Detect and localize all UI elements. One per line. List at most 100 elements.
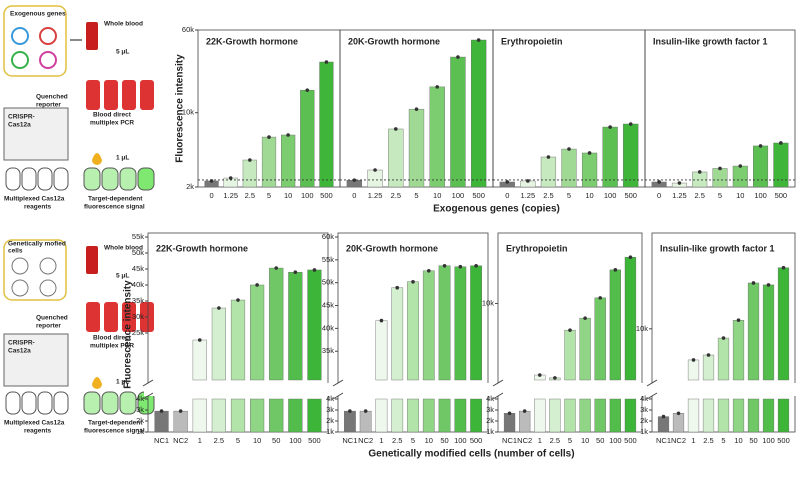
label: Whole blood	[104, 21, 143, 28]
bar-base	[747, 398, 760, 433]
x-tick-label: 0	[209, 191, 213, 200]
panel-title: 22K-Growth hormone	[156, 243, 248, 253]
label: reagents	[24, 204, 51, 211]
y-tick-label: 60k	[322, 232, 334, 241]
label: 5 μL	[116, 49, 129, 56]
bar-base	[717, 398, 730, 433]
bar-base	[594, 398, 606, 433]
data-dot	[435, 85, 440, 89]
label: fluorescence signal	[84, 204, 145, 211]
y-tick-label: 2k	[486, 416, 494, 425]
blood-tube	[86, 22, 98, 50]
bar	[269, 267, 284, 381]
schematic-top: Exogenous genes Whole blood 5 μL Blood d…	[3, 5, 155, 211]
data-dot	[312, 268, 317, 272]
x-tick-label: 2.5	[543, 191, 553, 200]
y-tick-label: 4k	[640, 394, 648, 403]
schematic-title: Genetically mofied	[8, 241, 66, 248]
bar	[657, 416, 670, 433]
bar	[702, 354, 715, 381]
x-tick-label: 2.5	[694, 191, 704, 200]
y-tick-label: 35k	[322, 346, 334, 355]
axis-break	[334, 383, 492, 396]
bar	[288, 271, 303, 381]
data-dot	[305, 88, 310, 92]
cell	[11, 257, 29, 275]
panel-title: 20K-Growth hormone	[348, 36, 440, 46]
data-dot	[583, 316, 587, 320]
panel-title: Erythropoietin	[506, 243, 568, 253]
data-dot	[598, 296, 603, 300]
reaction-box	[3, 107, 69, 161]
y-tick-label: 3k	[136, 405, 144, 414]
x-tick-label: 5	[568, 436, 572, 445]
label: fluorescence signal	[84, 428, 145, 435]
y-tick-label: 35k	[132, 296, 144, 305]
break-mark	[142, 379, 154, 400]
data-dot	[507, 411, 512, 416]
y-tick-label: 10k	[182, 108, 194, 117]
x-tick-label: 10	[585, 191, 593, 200]
bar	[261, 136, 277, 188]
x-tick-label: NC2	[173, 436, 188, 445]
x-tick-label: 5	[721, 436, 725, 445]
bar	[753, 145, 769, 188]
data-dot	[348, 409, 352, 413]
data-dot	[476, 38, 481, 42]
data-dot	[352, 178, 357, 182]
bar	[561, 148, 577, 188]
bar-base	[438, 398, 451, 433]
bar	[407, 281, 419, 381]
bar	[672, 413, 685, 433]
x-tick-label: 50	[749, 436, 757, 445]
data-dot	[758, 144, 763, 148]
x-tick-label: 500	[624, 436, 637, 445]
data-dot	[363, 409, 368, 413]
x-tick-label: 1	[198, 436, 202, 445]
panel-title: Insulin-like growth factor 1	[660, 243, 775, 253]
data-dot	[522, 409, 527, 413]
x-tick-label: 1	[691, 436, 695, 445]
bar-base	[288, 398, 303, 433]
reaction-box	[3, 333, 69, 387]
x-tick-label: 10	[433, 191, 441, 200]
data-dot	[751, 281, 756, 285]
label: Multiplexed Cas12a	[4, 420, 65, 427]
panel-title: 22K-Growth hormone	[206, 36, 298, 46]
x-tick-label: 5	[567, 191, 571, 200]
bar-base	[407, 398, 419, 433]
data-dot	[236, 298, 240, 302]
data-dot	[324, 60, 329, 64]
bar	[250, 284, 265, 381]
y-tick-label: 1k	[326, 427, 334, 436]
x-axis-label: Genetically modified cells (number of ce…	[368, 449, 574, 460]
y-tick-label: 55k	[322, 255, 334, 264]
x-tick-label: 500	[624, 191, 637, 200]
x-tick-label: 10	[736, 191, 744, 200]
x-tick-label: 1.25	[223, 191, 238, 200]
bar-base	[454, 398, 467, 433]
bar-base	[609, 398, 621, 433]
bar	[777, 267, 790, 381]
bar-base	[579, 398, 591, 433]
bar	[762, 284, 775, 381]
data-dot	[553, 376, 557, 380]
y-tick-label: 3k	[326, 405, 334, 414]
x-tick-label: 100	[754, 191, 767, 200]
label: Cas12a	[8, 122, 31, 129]
bar-base	[564, 398, 576, 433]
data-dot	[267, 135, 271, 139]
drop	[92, 153, 102, 165]
y-tick-label: 50k	[322, 278, 334, 287]
x-tick-label: 50	[440, 436, 448, 445]
x-tick-label: 5	[718, 191, 722, 200]
bar-base	[534, 398, 546, 433]
bar	[564, 329, 576, 381]
bar	[717, 337, 730, 381]
x-tick-label: 50	[596, 436, 604, 445]
bar	[154, 410, 169, 433]
data-dot	[373, 168, 377, 172]
x-tick-label: 10	[253, 436, 261, 445]
label: reporter	[36, 102, 61, 109]
data-dot	[677, 181, 682, 185]
